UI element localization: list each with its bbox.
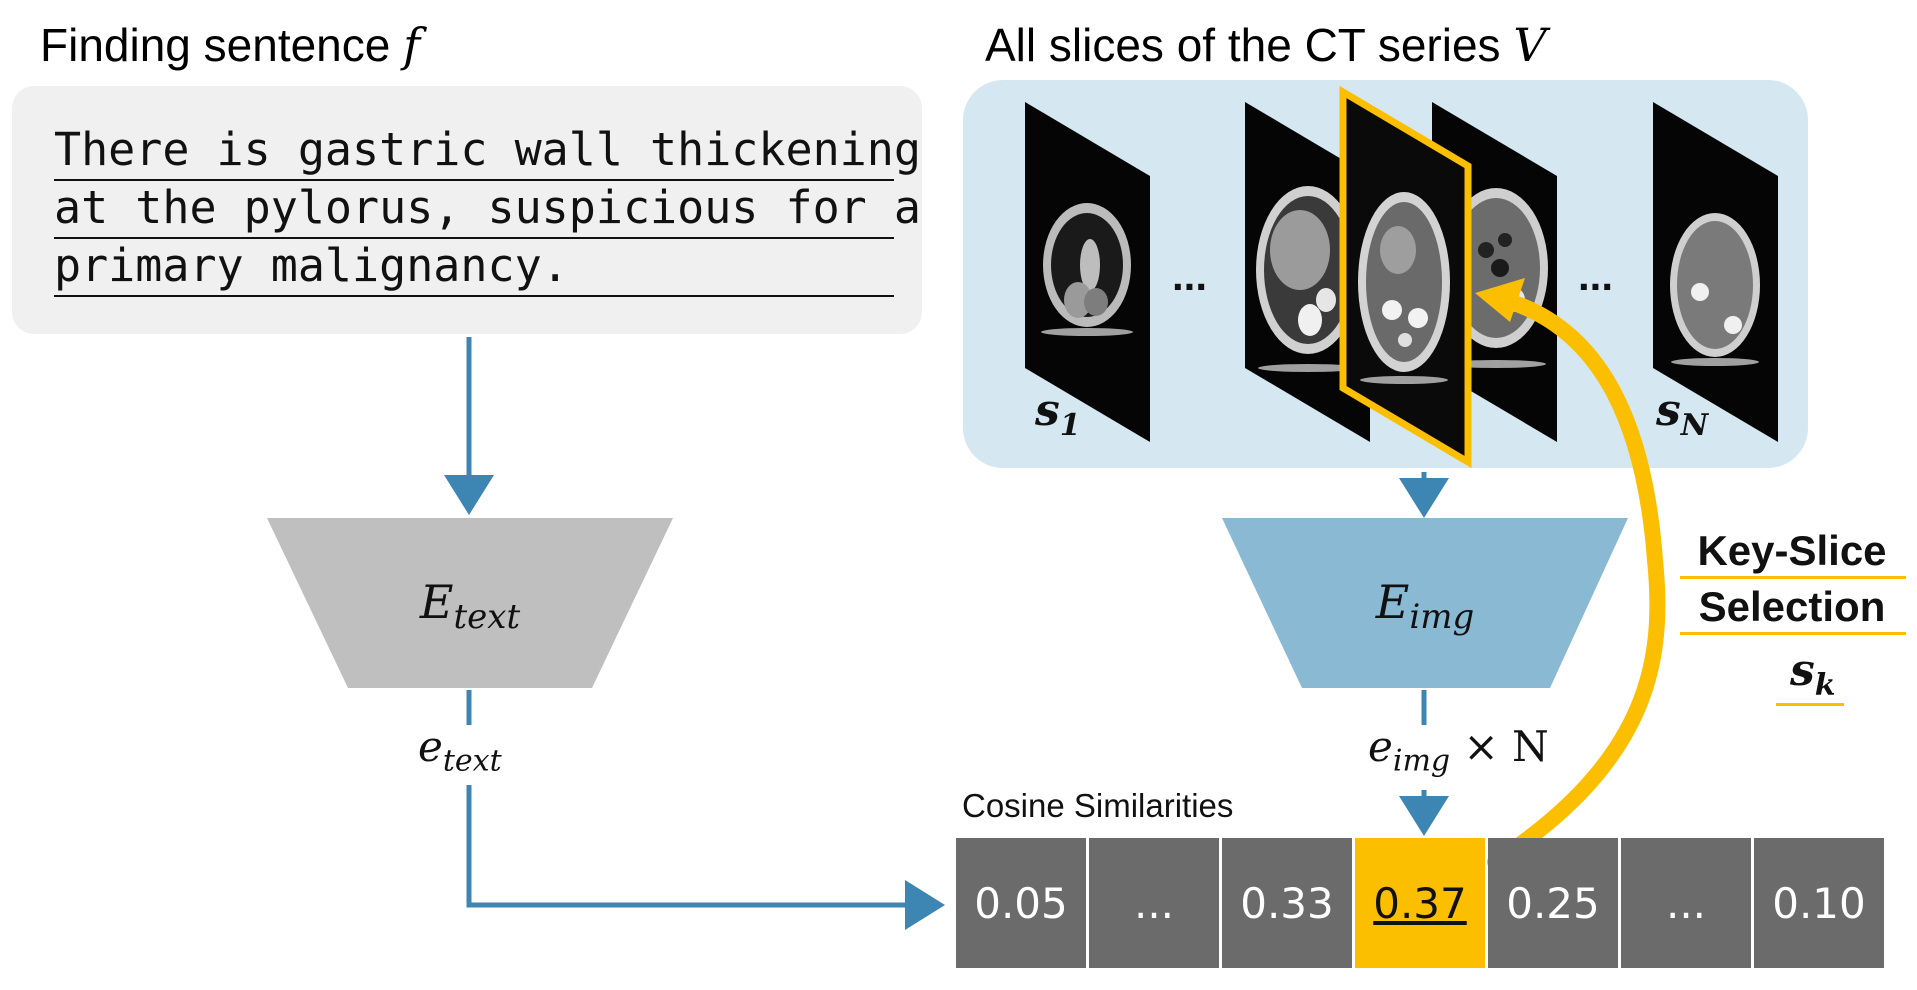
slices-ellipsis-right: ... <box>1578 252 1614 299</box>
key-slice-symbol: sk <box>1790 645 1836 703</box>
image-encoder-label: Eimg <box>1375 575 1475 638</box>
text-encoder-shape <box>267 518 673 688</box>
finding-symbol: f <box>403 18 421 72</box>
ct-slice-middle-1 <box>1245 102 1370 442</box>
image-embedding-label: eimg × N <box>1368 722 1549 779</box>
key-slice-title-line1: Key-Slice <box>1697 527 1887 574</box>
sentence-line-3: primary malignancy. <box>54 238 894 297</box>
similarity-cell-5: 0.25 <box>1488 838 1618 968</box>
ct-series-heading: All slices of the CT series V <box>985 18 1547 72</box>
image-encoder-shape <box>1222 518 1628 688</box>
key-slice-title-line2: Selection <box>1698 583 1886 630</box>
sentence-line-2: at the pylorus, suspicious for a <box>54 180 921 239</box>
ct-slice-key <box>1339 85 1472 469</box>
key-slice-selection-arrow <box>1487 292 1666 870</box>
key-slice-arrowhead <box>1475 278 1525 322</box>
key-slice-underline-2 <box>1680 632 1906 635</box>
ct-series-symbol: V <box>1513 18 1547 72</box>
text-embedding-label: etext <box>418 722 502 779</box>
similarity-cell-2: ... <box>1089 838 1219 968</box>
slice-label-first: s1 <box>1035 385 1081 443</box>
ct-slice-first <box>1025 102 1150 442</box>
slice-label-last: sN <box>1656 385 1709 443</box>
text-encoder-label: Etext <box>419 575 521 638</box>
similarity-cell-1: 0.05 <box>956 838 1086 968</box>
finding-sentence-box <box>12 86 922 334</box>
similarity-cell-3: 0.33 <box>1222 838 1352 968</box>
slices-ellipsis-left: ... <box>1172 252 1208 299</box>
ct-slice-last <box>1653 102 1778 442</box>
similarity-cell-7: 0.10 <box>1754 838 1884 968</box>
cosine-similarities-title: Cosine Similarities <box>962 787 1234 824</box>
ct-heading-text: All slices of the CT series <box>985 19 1501 71</box>
key-slice-underline-3 <box>1776 703 1844 706</box>
finding-sentence-heading: Finding sentence f <box>40 18 420 72</box>
finding-heading-text: Finding sentence <box>40 19 391 71</box>
similarity-cell-6: ... <box>1621 838 1751 968</box>
similarity-cell-selected: 0.37 <box>1355 838 1485 968</box>
key-slice-underline-1 <box>1680 576 1906 579</box>
sentence-line-1: There is gastric wall thickening <box>54 122 921 181</box>
arrow-text-embedding-to-similarities <box>466 785 945 930</box>
